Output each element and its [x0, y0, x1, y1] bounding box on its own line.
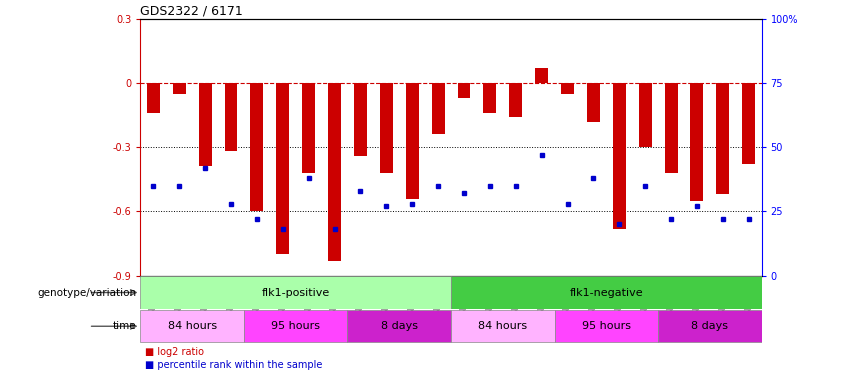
Bar	[458, 83, 471, 98]
Bar	[302, 83, 315, 173]
Text: genotype/variation: genotype/variation	[37, 288, 136, 297]
Bar	[250, 83, 263, 212]
Bar	[198, 83, 212, 166]
Bar	[509, 83, 523, 117]
Bar	[742, 83, 755, 164]
Bar	[658, 310, 762, 342]
Bar	[639, 83, 652, 147]
Bar	[665, 83, 677, 173]
Bar	[483, 83, 496, 113]
Bar	[140, 310, 244, 342]
Text: 84 hours: 84 hours	[478, 321, 528, 331]
Bar	[451, 310, 555, 342]
Text: ■ percentile rank within the sample: ■ percentile rank within the sample	[145, 360, 322, 370]
Bar	[535, 68, 548, 83]
Bar	[613, 83, 625, 228]
Bar	[173, 83, 186, 94]
Text: 8 days: 8 days	[691, 321, 728, 331]
Bar	[147, 83, 160, 113]
Bar	[431, 83, 444, 134]
Text: flk1-positive: flk1-positive	[261, 288, 330, 297]
Bar	[225, 83, 237, 152]
Bar	[406, 83, 419, 199]
Bar	[244, 310, 347, 342]
Bar	[587, 83, 600, 122]
Text: 8 days: 8 days	[380, 321, 418, 331]
Bar	[561, 83, 574, 94]
Text: 84 hours: 84 hours	[168, 321, 217, 331]
Bar	[277, 83, 289, 254]
Text: GDS2322 / 6171: GDS2322 / 6171	[140, 4, 243, 18]
Bar	[328, 83, 341, 261]
Bar	[451, 276, 762, 309]
Text: ■ log2 ratio: ■ log2 ratio	[145, 347, 203, 357]
Bar	[717, 83, 729, 194]
Bar	[354, 83, 367, 156]
Bar	[140, 276, 451, 309]
Bar	[690, 83, 704, 201]
Bar	[555, 310, 658, 342]
Text: flk1-negative: flk1-negative	[569, 288, 643, 297]
Bar	[347, 310, 451, 342]
Text: 95 hours: 95 hours	[271, 321, 320, 331]
Text: time: time	[112, 321, 136, 331]
Text: 95 hours: 95 hours	[582, 321, 631, 331]
Bar	[380, 83, 393, 173]
